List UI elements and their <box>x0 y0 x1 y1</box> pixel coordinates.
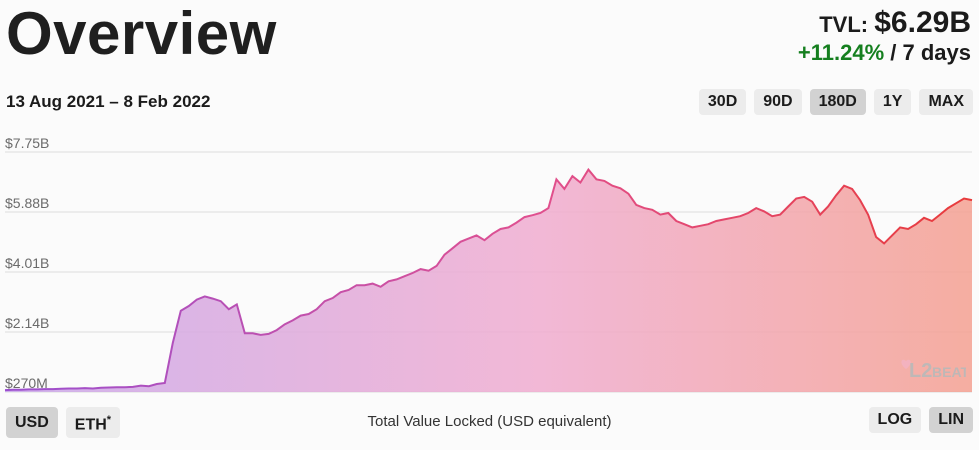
tvl-value: $6.29B <box>874 6 971 39</box>
range-button-1y[interactable]: 1Y <box>873 89 912 115</box>
tvl-area <box>5 169 972 392</box>
currency-button-usd[interactable]: USD <box>6 407 58 439</box>
y-tick-label: $7.75B <box>5 135 49 151</box>
range-buttons: 30D 90D 180D 1Y MAX <box>698 89 973 115</box>
scale-toggle: LOG LIN <box>868 407 973 433</box>
y-tick-label: $270M <box>5 375 48 391</box>
range-button-max[interactable]: MAX <box>919 89 973 115</box>
svg-text:BEAT: BEAT <box>932 364 966 380</box>
currency-eth-footnote-mark: * <box>106 414 112 426</box>
svg-text:L2: L2 <box>909 360 932 382</box>
heart-icon <box>901 359 911 369</box>
tvl-line-series <box>4 167 973 392</box>
y-tick-label: $2.14B <box>5 315 49 331</box>
l2beat-logo: L2 BEAT <box>900 355 970 388</box>
currency-button-eth[interactable]: ETH* <box>65 407 121 439</box>
y-tick-label: $5.88B <box>5 195 49 211</box>
range-button-180d[interactable]: 180D <box>809 89 866 115</box>
scale-button-log[interactable]: LOG <box>868 407 922 433</box>
page-title: Overview <box>6 0 277 67</box>
chart-caption: Total Value Locked (USD equivalent) <box>0 413 979 430</box>
tvl-change-line: +11.24% / 7 days <box>797 40 971 65</box>
chart-footer: USD ETH* Total Value Locked (USD equival… <box>0 407 979 439</box>
tvl-period: / 7 days <box>890 40 971 65</box>
tvl-line: TVL: $6.29B <box>798 6 971 39</box>
currency-toggle: USD ETH* <box>6 407 121 439</box>
range-button-90d[interactable]: 90D <box>754 89 802 115</box>
tvl-change: +11.24% <box>797 40 885 65</box>
tvl-summary: TVL: $6.29B +11.24% / 7 days <box>798 6 971 65</box>
l2beat-logo-mark: L2 BEAT <box>901 359 970 382</box>
y-tick-label: $4.01B <box>5 255 49 271</box>
tvl-area-chart: $270M $2.14B $4.01B $5.88B $7.75B <box>4 135 973 393</box>
date-range: 13 Aug 2021 – 8 Feb 2022 <box>6 92 211 111</box>
tvl-label: TVL: <box>819 12 869 37</box>
scale-button-lin[interactable]: LIN <box>929 407 973 433</box>
range-button-30d[interactable]: 30D <box>698 89 747 115</box>
chart-caption-text: Total Value Locked (USD equivalent) <box>367 413 612 430</box>
currency-eth-label: ETH <box>74 416 107 434</box>
